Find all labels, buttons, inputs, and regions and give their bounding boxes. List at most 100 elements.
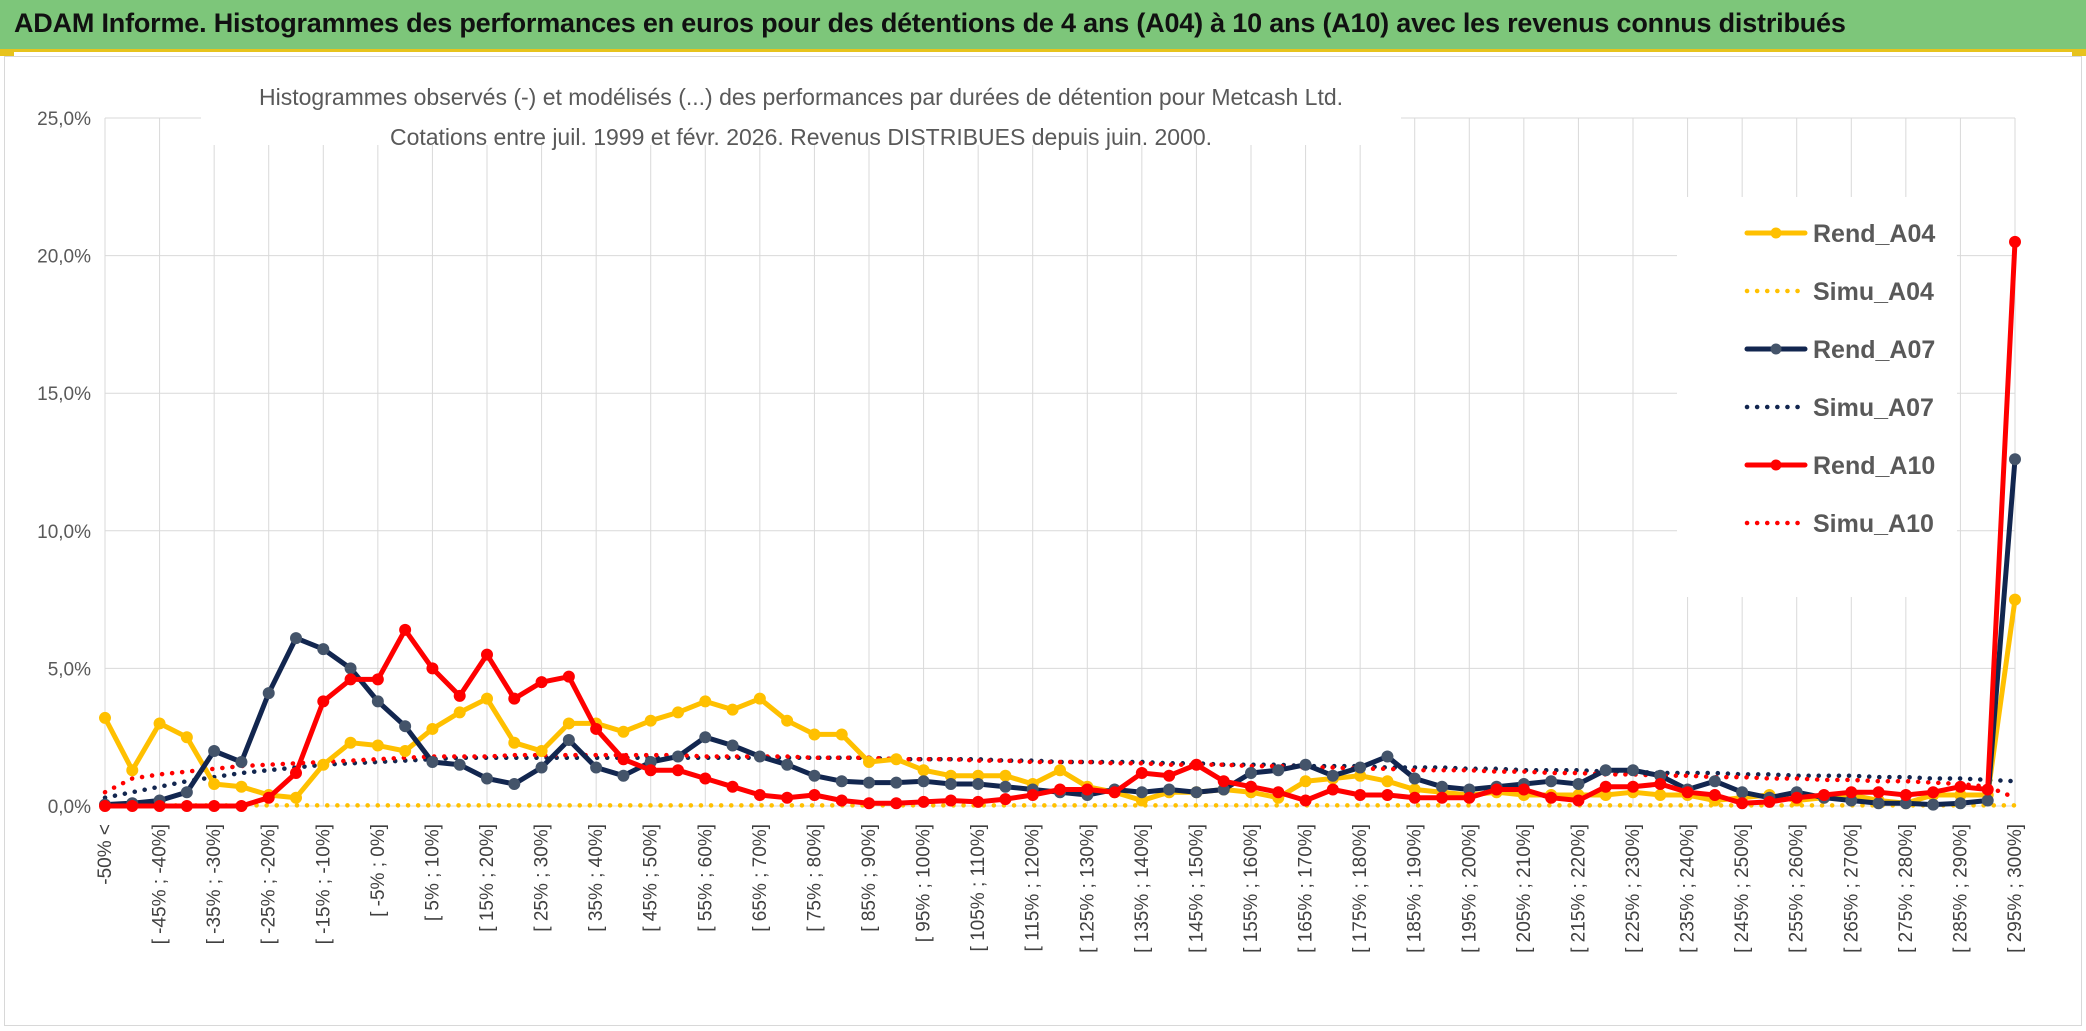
- data-point: [1845, 786, 1858, 799]
- data-point: [426, 662, 439, 675]
- data-point: [1708, 788, 1721, 801]
- legend-item-rend-a10: Rend_A10: [1744, 452, 1935, 480]
- data-point: [917, 764, 930, 777]
- data-point: [1627, 764, 1639, 777]
- data-point: [726, 780, 739, 793]
- data-point: [808, 728, 821, 741]
- x-tick-label: [ 75% ; 80%]: [804, 824, 825, 932]
- data-point: [371, 695, 384, 708]
- data-point: [453, 689, 466, 702]
- series-rend-a04: [99, 593, 2021, 810]
- data-point: [917, 775, 930, 788]
- data-point: [290, 791, 302, 804]
- data-point: [481, 772, 493, 785]
- data-point: [1572, 794, 1585, 807]
- legend-background: [1677, 197, 1957, 597]
- data-point: [1872, 797, 1885, 810]
- data-point: [1245, 780, 1257, 793]
- x-tick-label: [ 5% ; 10%]: [422, 824, 443, 921]
- data-point: [208, 800, 221, 812]
- data-point: [344, 736, 357, 749]
- x-tick-label: [ 175% ; 180%]: [1350, 824, 1371, 953]
- data-point: [1954, 797, 1967, 810]
- data-point: [1954, 780, 1967, 793]
- data-point: [1299, 775, 1312, 788]
- legend-label: Simu_A04: [1813, 278, 1934, 306]
- series-simu-a10: [102, 752, 2018, 800]
- data-point: [699, 772, 712, 785]
- data-point: [617, 725, 630, 738]
- data-point: [1408, 772, 1421, 785]
- y-tick-label: 5,0%: [48, 659, 91, 680]
- corner-accent: [0, 52, 14, 56]
- data-point: [1545, 775, 1558, 788]
- x-tick-label: [ 255% ; 260%]: [1787, 824, 1808, 953]
- legend-label: Rend_A10: [1813, 452, 1935, 480]
- x-tick-label: [ -5% ; 0%]: [368, 824, 389, 917]
- data-point: [1627, 780, 1639, 793]
- data-point: [208, 777, 221, 790]
- data-point: [1163, 769, 1176, 782]
- data-point: [590, 761, 603, 774]
- data-point: [1981, 783, 1994, 796]
- data-point: [863, 776, 875, 789]
- data-point: [1790, 791, 1803, 804]
- x-tick-label: [ 265% ; 270%]: [1841, 824, 1862, 953]
- data-point: [1872, 786, 1885, 799]
- data-point: [617, 753, 630, 766]
- legend: Rend_A04 Simu_A04 Rend_A07 Simu_A07 Rend_A10…: [1677, 197, 1957, 597]
- data-point: [999, 793, 1012, 806]
- data-point: [1572, 777, 1585, 790]
- data-point: [481, 692, 493, 705]
- data-point: [481, 648, 493, 661]
- data-point: [808, 788, 821, 801]
- data-point: [180, 731, 193, 744]
- data-point: [453, 758, 466, 771]
- data-point: [1354, 761, 1367, 774]
- data-point: [371, 739, 384, 752]
- data-point: [1436, 780, 1448, 793]
- data-point: [781, 758, 794, 771]
- x-tick-label: [ 225% ; 230%]: [1623, 824, 1644, 953]
- data-point: [1981, 794, 1994, 807]
- data-point: [508, 777, 521, 790]
- data-point: [562, 733, 575, 746]
- data-point: [1654, 777, 1667, 790]
- data-point: [290, 632, 302, 645]
- x-tick-label: [ 165% ; 170%]: [1296, 824, 1317, 953]
- data-point: [535, 761, 548, 774]
- data-point: [1899, 788, 1912, 801]
- data-point: [1272, 786, 1285, 799]
- data-point: [1681, 786, 1694, 799]
- x-tick-label: [ 65% ; 70%]: [750, 824, 771, 932]
- chart-frame: 0,0% 5,0% 10,0% 15,0% 20,0% 25,0% -50% < [ -45…: [4, 56, 2082, 1026]
- x-tick-label: [ 235% ; 240%]: [1678, 824, 1699, 953]
- data-point: [835, 775, 848, 788]
- data-point: [1381, 788, 1394, 801]
- legend-marker: [1770, 227, 1782, 239]
- data-point: [399, 623, 412, 636]
- x-tick-label: [ 195% ; 200%]: [1459, 824, 1480, 953]
- histogram-chart: 0,0% 5,0% 10,0% 15,0% 20,0% 25,0% -50% < [ -45…: [37, 75, 2026, 953]
- data-point: [699, 731, 712, 744]
- x-tick-label: [ 215% ; 220%]: [1568, 824, 1589, 953]
- data-point: [1299, 794, 1312, 807]
- x-tick-label: [ 45% ; 50%]: [641, 824, 662, 932]
- data-point: [1381, 775, 1394, 788]
- data-point: [1736, 797, 1749, 810]
- data-point: [808, 769, 821, 782]
- data-point: [426, 722, 439, 735]
- legend-marker: [1770, 459, 1782, 471]
- title-background: [201, 75, 1401, 145]
- x-tick-label: [ 275% ; 280%]: [1896, 824, 1917, 953]
- data-point: [1135, 766, 1148, 779]
- y-tick-label: 20,0%: [37, 247, 91, 268]
- data-point: [1108, 786, 1121, 799]
- data-point: [753, 692, 766, 705]
- data-point: [917, 795, 930, 808]
- report-banner: ADAM Informe. Histogrammes des performan…: [0, 0, 2086, 52]
- x-tick-label: [ -15% ; -10%]: [313, 824, 334, 944]
- x-tick-label: [ 145% ; 150%]: [1186, 824, 1207, 953]
- x-tick-label: [ 245% ; 250%]: [1732, 824, 1753, 953]
- data-point: [426, 755, 439, 768]
